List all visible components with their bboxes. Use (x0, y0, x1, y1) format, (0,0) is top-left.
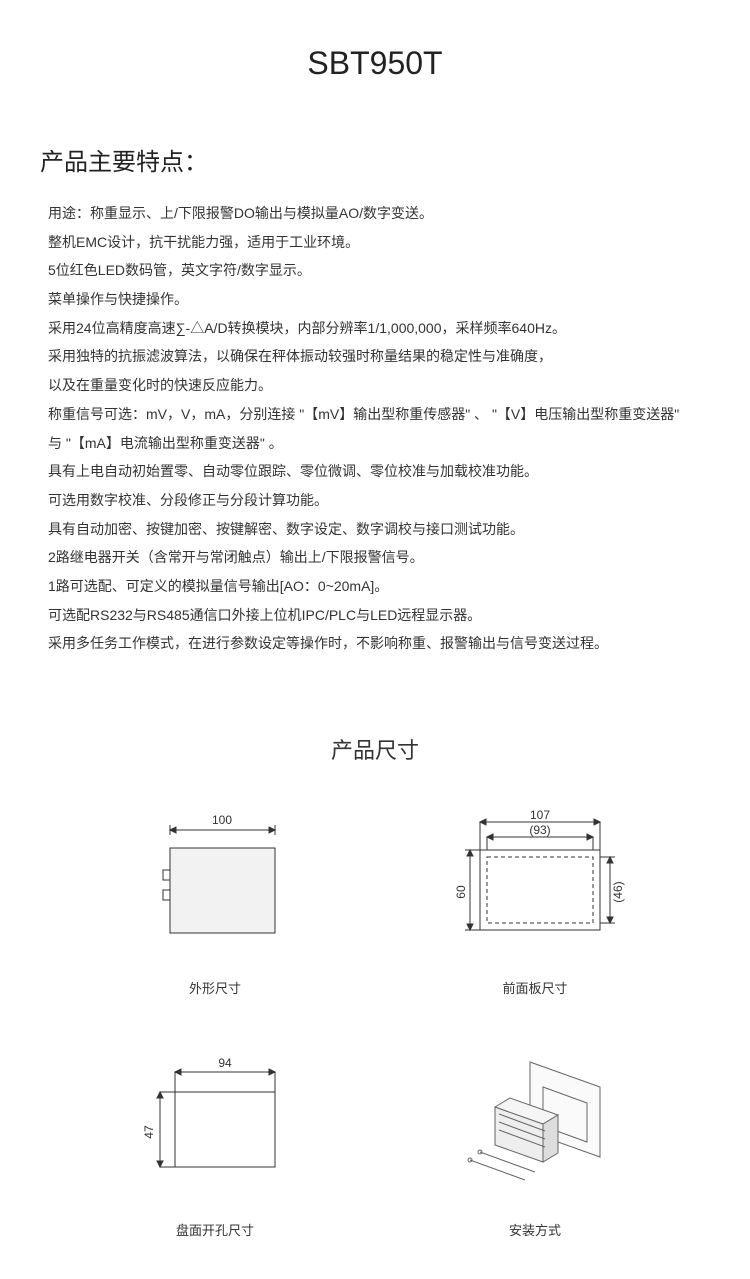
product-title: SBT950T (40, 45, 710, 82)
feature-line: 以及在重量变化时的快速反应能力。 (48, 371, 710, 400)
feature-line: 采用多任务工作模式，在进行参数设定等操作时，不影响称重、报警输出与信号变送过程。 (48, 629, 710, 658)
diagram-label: 安装方式 (509, 1220, 561, 1239)
features-heading: 产品主要特点： (40, 142, 710, 177)
feature-line: 称重信号可选：mV，V，mA，分别连接 "【mV】输出型称重传感器" 、 "【V… (48, 400, 710, 429)
svg-text:(93): (93) (529, 823, 550, 837)
feature-line: 菜单操作与快捷操作。 (48, 285, 710, 314)
feature-line: 整机EMC设计，抗干扰能力强，适用于工业环境。 (48, 228, 710, 257)
features-list: 用途：称重显示、上/下限报警DO输出与模拟量AO/数字变送。 整机EMC设计，抗… (40, 199, 710, 658)
feature-line: 与 "【mA】电流输出型称重变送器" 。 (48, 429, 710, 458)
dimensions-grid: 100 外形尺寸 107 (40, 810, 710, 1239)
dim-cut-w: 94 (218, 1056, 232, 1070)
diagram-label: 盘面开孔尺寸 (176, 1220, 254, 1239)
outline-svg: 100 (115, 810, 315, 960)
dimensions-heading: 产品尺寸 (40, 733, 710, 765)
feature-line: 可选用数字校准、分段修正与分段计算功能。 (48, 486, 710, 515)
feature-line: 5位红色LED数码管，英文字符/数字显示。 (48, 256, 710, 285)
feature-line: 可选配RS232与RS485通信口外接上位机IPC/PLC与LED远程显示器。 (48, 601, 710, 630)
dim-outer-w: 107 (530, 810, 550, 822)
diagram-outline: 100 外形尺寸 (70, 810, 360, 997)
feature-line: 2路继电器开关（含常开与常闭触点）输出上/下限报警信号。 (48, 543, 710, 572)
cutout-svg: 94 47 (115, 1052, 315, 1202)
diagram-cutout: 94 47 盘面开孔尺寸 (70, 1052, 360, 1239)
diagram-label: 外形尺寸 (189, 978, 241, 997)
mounting-svg (435, 1052, 635, 1202)
dim-cut-h: 47 (142, 1125, 156, 1139)
dim-outer-h: 60 (454, 885, 468, 899)
diagram-front-panel: 107 (93) (390, 810, 680, 997)
dim-inner-h: 46 (611, 885, 625, 899)
feature-line: 1路可选配、可定义的模拟量信号输出[AO：0~20mA]。 (48, 572, 710, 601)
dim-inner-w: 93 (533, 823, 547, 837)
feature-line: 具有自动加密、按键加密、按键解密、数字设定、数字调校与接口测试功能。 (48, 515, 710, 544)
diagram-mounting: 安装方式 (390, 1052, 680, 1239)
feature-line: 具有上电自动初始置零、自动零位跟踪、零位微调、零位校准与加载校准功能。 (48, 457, 710, 486)
dim-width: 100 (212, 813, 232, 827)
feature-line: 采用24位高精度高速∑-△A/D转换模块，内部分辨率1/1,000,000，采样… (48, 314, 710, 343)
diagram-label: 前面板尺寸 (502, 978, 567, 997)
feature-line: 采用独特的抗振滤波算法，以确保在秤体振动较强时称量结果的稳定性与准确度， (48, 342, 710, 371)
svg-text:(46): (46) (611, 881, 625, 902)
feature-line: 用途：称重显示、上/下限报警DO输出与模拟量AO/数字变送。 (48, 199, 710, 228)
frontpanel-svg: 107 (93) (425, 810, 645, 960)
